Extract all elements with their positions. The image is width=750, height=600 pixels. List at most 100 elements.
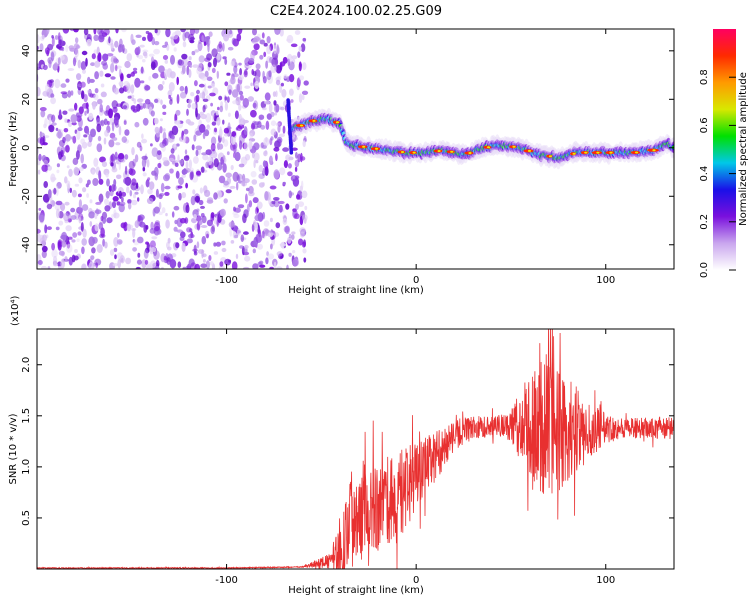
noise-blob — [113, 116, 119, 126]
noise-blob — [142, 172, 147, 177]
noise-blob — [298, 238, 304, 246]
noise-blob — [126, 223, 132, 232]
y-tick-label: 0 — [21, 145, 32, 151]
noise-blob — [186, 238, 193, 244]
noise-blob — [119, 201, 126, 207]
noise-blob — [292, 175, 296, 180]
noise-blob — [41, 265, 47, 269]
noise-blob — [208, 255, 212, 261]
noise-blob — [153, 48, 161, 55]
noise-blob — [161, 44, 168, 48]
noise-blob — [161, 207, 166, 214]
noise-blob — [62, 136, 66, 144]
noise-blob — [123, 177, 129, 185]
noise-blob — [193, 244, 197, 254]
noise-blob — [81, 204, 89, 211]
noise-blob — [132, 158, 137, 167]
noise-blob — [286, 53, 293, 64]
noise-blob — [58, 151, 63, 160]
colorbar-tick-label: 0.4 — [699, 166, 710, 182]
noise-blob — [188, 56, 192, 61]
noise-blob — [185, 160, 189, 171]
noise-blob — [282, 147, 289, 152]
noise-blob — [55, 186, 59, 197]
noise-blob — [50, 97, 56, 105]
noise-blob — [217, 142, 221, 150]
signal-peak — [512, 145, 516, 148]
noise-blob — [138, 55, 144, 60]
noise-blob — [255, 160, 259, 164]
noise-blob — [270, 64, 277, 74]
noise-blob — [193, 134, 197, 142]
snr-frame — [36, 328, 675, 570]
noise-blob — [152, 208, 156, 217]
noise-blob — [170, 54, 175, 65]
noise-blob — [269, 232, 274, 236]
noise-blob — [182, 41, 187, 48]
noise-blob — [134, 77, 141, 88]
noise-blob — [112, 263, 119, 267]
noise-blob — [176, 76, 179, 86]
noise-blob — [252, 70, 257, 77]
noise-blob — [87, 76, 91, 85]
noise-blob — [78, 177, 83, 184]
noise-blob — [215, 110, 219, 116]
noise-blob — [113, 212, 120, 219]
noise-blob — [136, 259, 142, 265]
noise-blob — [66, 165, 70, 169]
noise-blob — [291, 231, 296, 235]
colorbar-tick-label: 0.6 — [699, 117, 710, 133]
noise-blob — [93, 34, 99, 41]
noise-blob — [275, 153, 278, 162]
noise-blob — [188, 167, 195, 173]
noise-blob — [201, 76, 208, 81]
noise-blob — [43, 159, 49, 165]
noise-blob — [150, 61, 156, 70]
noise-blob — [148, 76, 152, 81]
noise-blob — [174, 162, 179, 167]
colorbar: 0.0 0.2 0.4 0.6 0.8 Normalized spectral ampl… — [699, 29, 749, 278]
colorbar-tick-label: 0.8 — [699, 69, 710, 85]
noise-blob — [56, 163, 61, 168]
chart-title: C2E4.2024.100.02.25.G09 — [270, 4, 442, 19]
noise-blob — [230, 76, 236, 85]
noise-blob — [269, 217, 273, 223]
noise-blob — [149, 181, 155, 190]
noise-blob — [112, 184, 117, 191]
noise-blob — [37, 260, 43, 265]
noise-blob — [82, 228, 87, 238]
noise-blob — [210, 136, 217, 146]
noise-blob — [152, 72, 159, 79]
noise-blob — [88, 261, 95, 269]
noise-blob — [98, 193, 104, 203]
noise-blob — [278, 253, 284, 260]
spectrogram-heatmap — [37, 29, 674, 269]
noise-blob — [198, 123, 206, 133]
noise-blob — [213, 251, 219, 255]
noise-blob — [74, 183, 80, 187]
noise-blob — [200, 113, 207, 120]
noise-blob — [113, 87, 120, 95]
noise-blob — [55, 200, 63, 206]
noise-blob — [90, 255, 95, 260]
noise-blob — [268, 197, 272, 205]
noise-blob — [141, 138, 148, 144]
noise-blob — [109, 154, 114, 164]
noise-blob — [263, 151, 267, 157]
noise-blob — [177, 261, 182, 269]
signal-peak — [652, 149, 656, 152]
noise-blob — [184, 149, 188, 155]
noise-blob — [142, 102, 147, 109]
noise-blob — [161, 143, 167, 152]
noise-blob — [81, 238, 87, 246]
noise-blob — [144, 259, 149, 265]
noise-blob — [184, 85, 188, 95]
noise-blob — [198, 55, 205, 63]
noise-blob — [103, 118, 108, 126]
noise-blob — [266, 36, 271, 44]
noise-blob — [61, 251, 65, 257]
noise-blob — [191, 144, 195, 151]
noise-blob — [178, 192, 182, 201]
noise-blob — [58, 32, 61, 42]
noise-blob — [195, 107, 198, 118]
